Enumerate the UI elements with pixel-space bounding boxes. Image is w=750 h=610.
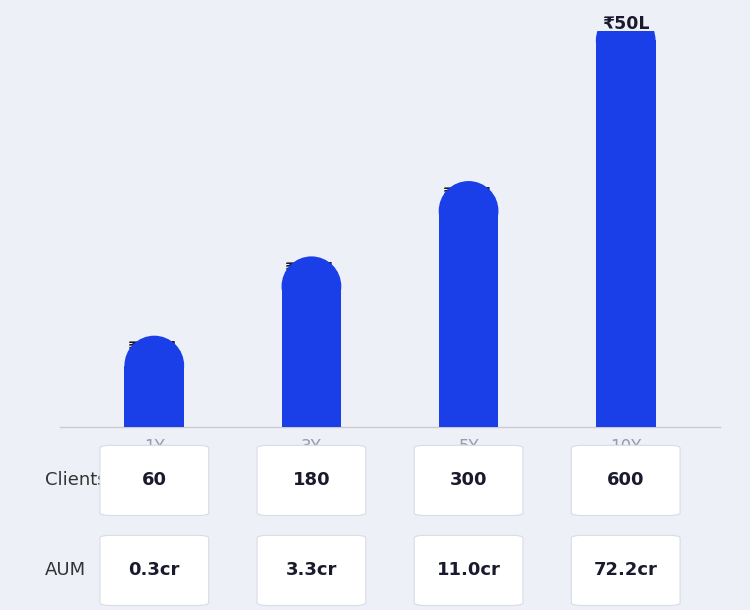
FancyBboxPatch shape — [572, 536, 680, 606]
FancyBboxPatch shape — [100, 536, 208, 606]
Text: ₹50L: ₹50L — [602, 15, 650, 34]
FancyBboxPatch shape — [100, 445, 208, 515]
Text: 180: 180 — [292, 472, 330, 489]
Bar — [124, 365, 184, 395]
Text: 600: 600 — [607, 472, 644, 489]
FancyBboxPatch shape — [257, 536, 366, 606]
FancyBboxPatch shape — [257, 445, 366, 515]
Text: 60: 60 — [142, 472, 166, 489]
Text: 3.3cr: 3.3cr — [286, 561, 337, 580]
Ellipse shape — [439, 181, 499, 241]
FancyBboxPatch shape — [414, 536, 523, 606]
Bar — [596, 40, 656, 427]
Text: 11.0cr: 11.0cr — [436, 561, 500, 580]
Ellipse shape — [124, 336, 184, 395]
FancyBboxPatch shape — [572, 445, 680, 515]
Text: AUM: AUM — [45, 561, 86, 580]
Text: ₹0.2L: ₹0.2L — [128, 340, 182, 359]
Text: 300: 300 — [450, 472, 488, 489]
Bar — [124, 365, 184, 427]
Text: ₹7.7L: ₹7.7L — [442, 186, 496, 204]
Ellipse shape — [281, 256, 341, 316]
Text: Clients: Clients — [45, 472, 106, 489]
Bar — [439, 211, 499, 427]
Bar — [281, 286, 341, 427]
Bar — [439, 211, 499, 241]
Bar — [281, 286, 341, 316]
Ellipse shape — [596, 10, 656, 70]
Text: 0.3cr: 0.3cr — [128, 561, 180, 580]
Text: ₹2.3L: ₹2.3L — [284, 261, 338, 279]
Bar — [596, 40, 656, 70]
Text: 72.2cr: 72.2cr — [594, 561, 658, 580]
FancyBboxPatch shape — [414, 445, 523, 515]
